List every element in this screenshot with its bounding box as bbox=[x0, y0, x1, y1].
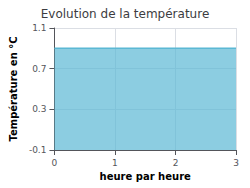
svg-text:2: 2 bbox=[173, 158, 179, 168]
svg-text:1.1: 1.1 bbox=[32, 23, 46, 33]
svg-text:0.3: 0.3 bbox=[32, 104, 46, 114]
svg-text:0: 0 bbox=[52, 158, 58, 168]
svg-text:Température en °C: Température en °C bbox=[8, 36, 19, 141]
svg-text:heure par heure: heure par heure bbox=[100, 171, 191, 182]
svg-text:-0.1: -0.1 bbox=[29, 145, 47, 155]
svg-text:3: 3 bbox=[233, 158, 239, 168]
svg-text:Evolution de la température: Evolution de la température bbox=[41, 7, 210, 21]
svg-text:1: 1 bbox=[112, 158, 118, 168]
svg-text:0.7: 0.7 bbox=[32, 64, 46, 74]
